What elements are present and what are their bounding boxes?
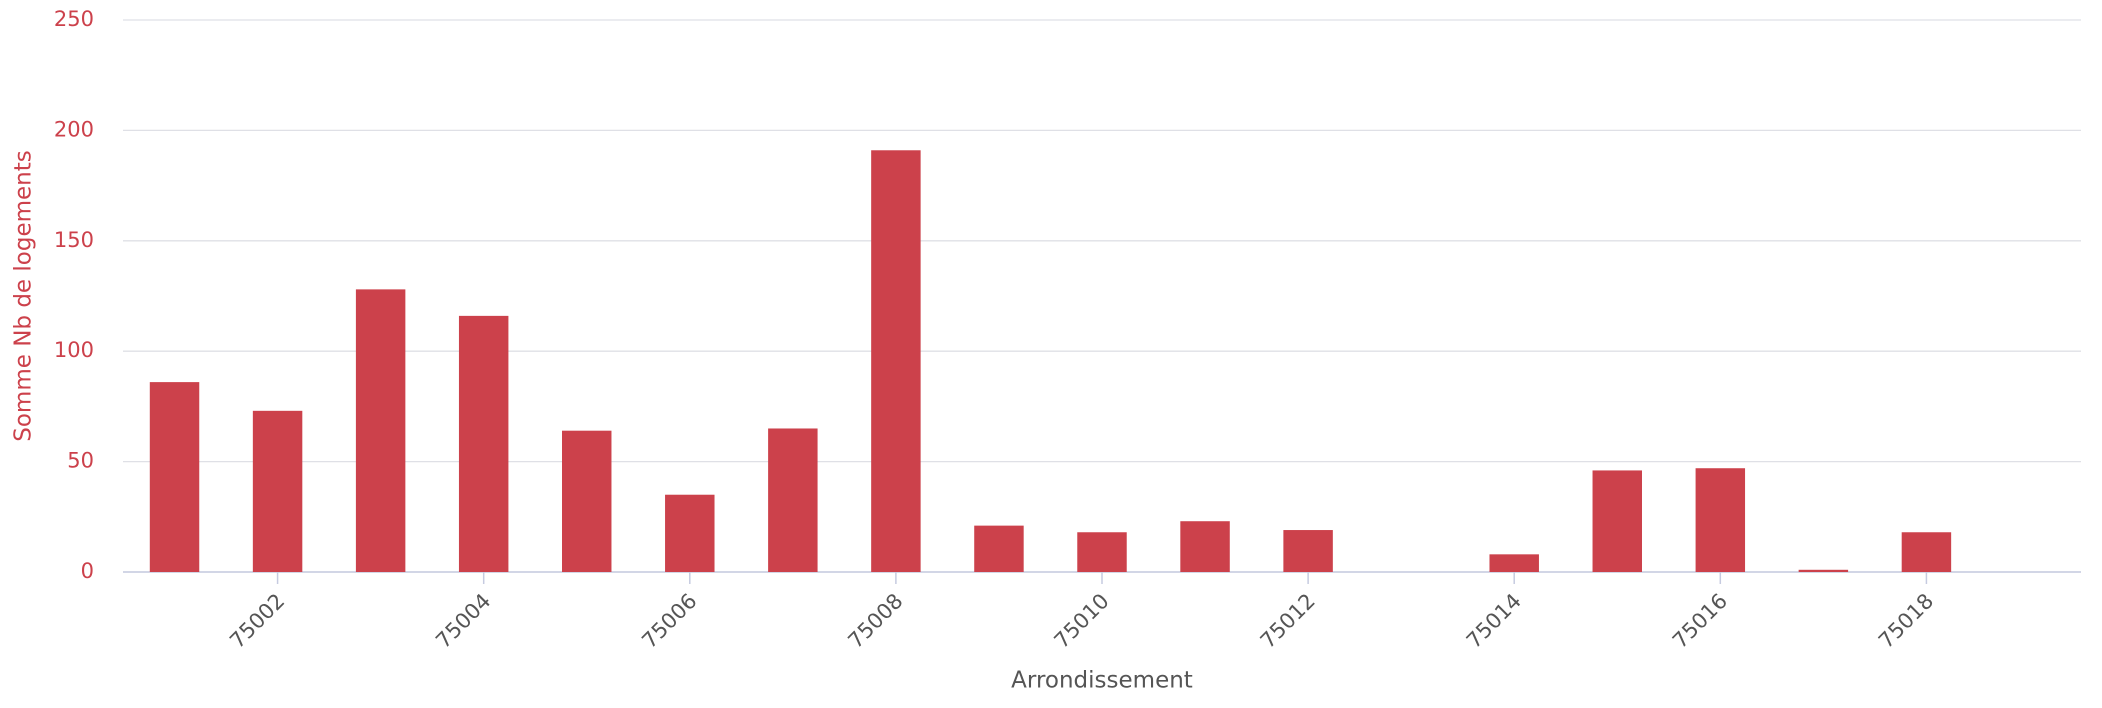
bar (768, 428, 818, 572)
bar (562, 430, 612, 572)
bar (149, 382, 200, 572)
x-tick-label: 75006 (637, 589, 701, 653)
bar (1798, 569, 1849, 572)
y-tick-label: 150 (54, 228, 94, 252)
bar (1489, 554, 1539, 572)
y-tick-label: 0 (81, 559, 94, 583)
x-tick-label: 75014 (1462, 589, 1526, 653)
x-tick-label: 75016 (1668, 589, 1732, 653)
bar (1592, 470, 1642, 572)
bar (871, 150, 921, 572)
bar (1077, 532, 1127, 572)
x-tick-label: 75002 (225, 589, 289, 653)
y-axis-title: Somme Nb de logements (11, 150, 37, 441)
x-tick-label: 75018 (1874, 589, 1938, 653)
bar (252, 410, 303, 572)
bar (1695, 468, 1746, 572)
bar (458, 315, 509, 572)
bar (1283, 530, 1333, 572)
bar (1180, 521, 1230, 572)
x-tick-label: 75008 (843, 589, 907, 653)
x-axis-title: Arrondissement (1011, 668, 1193, 694)
x-tick-label: 75004 (431, 589, 495, 653)
y-tick-label: 200 (54, 117, 94, 141)
bar (974, 525, 1024, 572)
y-tick-label: 50 (67, 449, 94, 473)
x-tick-label: 75010 (1050, 589, 1114, 653)
bar (1901, 532, 1952, 572)
y-tick-label: 250 (54, 7, 94, 31)
bar (355, 289, 406, 572)
y-tick-label: 100 (54, 338, 94, 362)
bar (665, 494, 715, 572)
x-tick-label: 75012 (1256, 589, 1320, 653)
